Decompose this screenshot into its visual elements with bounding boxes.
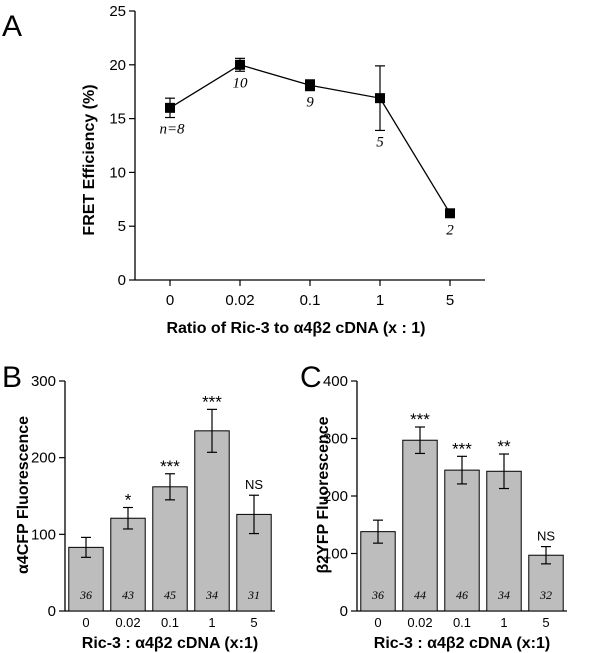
data-point-marker bbox=[165, 102, 175, 113]
panel-a-fret-chart: A FRET Efficiency (%) Ratio of Ric-3 to … bbox=[2, 3, 485, 337]
x-tick-label: 0 bbox=[166, 292, 174, 309]
bar bbox=[152, 486, 188, 612]
x-tick-label: 0.02 bbox=[407, 615, 432, 630]
sample-size-label: 2 bbox=[446, 222, 454, 238]
panel-b-a4cfp-chart: B α4CFP Fluorescence Ric-3 : α4β2 cDNA (… bbox=[2, 361, 275, 652]
y-tick-label: 300 bbox=[323, 431, 348, 448]
panel-b-x-axis-title: Ric-3 : α4β2 cDNA (x:1) bbox=[82, 635, 258, 652]
y-tick-label: 20 bbox=[109, 57, 126, 74]
x-tick-label: 0.1 bbox=[161, 615, 179, 630]
x-tick-label: 0.1 bbox=[453, 615, 471, 630]
significance-label: *** bbox=[202, 392, 222, 411]
panel-c-x-axis-title: Ric-3 : α4β2 cDNA (x:1) bbox=[374, 635, 550, 652]
panel-c-y-axis-title: β2YFP Fluorescence bbox=[315, 416, 332, 573]
y-tick-label: 0 bbox=[118, 272, 126, 289]
bar bbox=[486, 470, 522, 612]
x-tick-label: 5 bbox=[446, 292, 454, 309]
panel-a-x-axis-title: Ratio of Ric-3 to α4β2 cDNA (x : 1) bbox=[166, 320, 425, 337]
x-tick-label: 0 bbox=[374, 615, 381, 630]
significance-label: *** bbox=[160, 457, 180, 476]
y-tick-label: 25 bbox=[109, 3, 126, 20]
bar bbox=[444, 469, 480, 612]
sample-size-label: n=8 bbox=[159, 122, 185, 138]
x-tick-label: 0.02 bbox=[115, 615, 140, 630]
y-tick-label: 5 bbox=[118, 218, 126, 235]
y-tick-label: 400 bbox=[323, 373, 348, 390]
data-point-marker bbox=[235, 59, 245, 70]
bar bbox=[68, 546, 104, 612]
significance-label: *** bbox=[452, 439, 472, 458]
panel-a-letter: A bbox=[2, 10, 22, 43]
sample-size-label: 9 bbox=[306, 95, 314, 111]
sample-size-label: 44 bbox=[414, 588, 426, 602]
x-tick-label: 1 bbox=[376, 292, 384, 309]
bar bbox=[528, 554, 564, 612]
sample-size-label: 31 bbox=[247, 588, 260, 602]
significance-label: * bbox=[125, 491, 132, 510]
panel-c-letter: C bbox=[300, 361, 322, 394]
y-tick-label: 100 bbox=[323, 546, 348, 563]
significance-label: NS bbox=[245, 477, 263, 492]
sample-size-label: 36 bbox=[371, 588, 384, 602]
panel-c-axes: 0 100 200 300 400 0 0.02 0.1 1 5 bbox=[323, 373, 567, 630]
sample-size-label: 46 bbox=[456, 588, 468, 602]
bar bbox=[110, 517, 146, 612]
sample-size-label: 10 bbox=[233, 75, 249, 91]
y-tick-label: 10 bbox=[109, 164, 126, 181]
sample-size-label: 5 bbox=[376, 134, 384, 150]
significance-label: ** bbox=[497, 437, 511, 456]
y-tick-label: 0 bbox=[340, 603, 348, 620]
significance-label: *** bbox=[410, 410, 430, 429]
data-point-marker bbox=[375, 93, 385, 104]
y-tick-label: 15 bbox=[109, 111, 126, 128]
sample-size-label: 32 bbox=[539, 588, 552, 602]
sample-size-label: 45 bbox=[164, 588, 176, 602]
x-tick-label: 5 bbox=[542, 615, 549, 630]
panel-a-marks: n=8 10 9 5 2 bbox=[159, 57, 455, 238]
sample-size-label: 43 bbox=[122, 588, 134, 602]
panel-c-marks: 36 *** 44 *** 46 ** 34 NS 32 bbox=[360, 410, 564, 612]
bar bbox=[402, 439, 438, 612]
sample-size-label: 36 bbox=[79, 588, 92, 602]
bar bbox=[194, 430, 230, 612]
significance-label: NS bbox=[537, 529, 555, 544]
x-tick-label: 0.02 bbox=[225, 292, 254, 309]
x-tick-label: 0.1 bbox=[300, 292, 321, 309]
sample-size-label: 34 bbox=[497, 588, 510, 602]
sample-size-label: 34 bbox=[205, 588, 218, 602]
y-tick-label: 200 bbox=[31, 450, 56, 467]
x-tick-label: 1 bbox=[500, 615, 507, 630]
data-point-marker bbox=[305, 80, 315, 91]
panel-b-letter: B bbox=[2, 361, 22, 394]
y-tick-label: 100 bbox=[31, 526, 56, 543]
x-tick-label: 5 bbox=[250, 615, 257, 630]
y-tick-label: 0 bbox=[48, 603, 56, 620]
data-point-marker bbox=[445, 208, 455, 219]
x-tick-label: 0 bbox=[82, 615, 89, 630]
panel-c-b2yfp-chart: C β2YFP Fluorescence Ric-3 : α4β2 cDNA (… bbox=[300, 361, 567, 652]
panel-b-y-axis-title: α4CFP Fluorescence bbox=[15, 416, 32, 574]
y-tick-label: 300 bbox=[31, 373, 56, 390]
y-tick-label: 200 bbox=[323, 488, 348, 505]
panel-a-y-axis-title: FRET Efficiency (%) bbox=[81, 84, 98, 235]
bar bbox=[360, 531, 396, 612]
x-tick-label: 1 bbox=[208, 615, 215, 630]
panel-b-marks: 36 * 43 *** 45 *** 34 NS 31 bbox=[68, 392, 272, 612]
